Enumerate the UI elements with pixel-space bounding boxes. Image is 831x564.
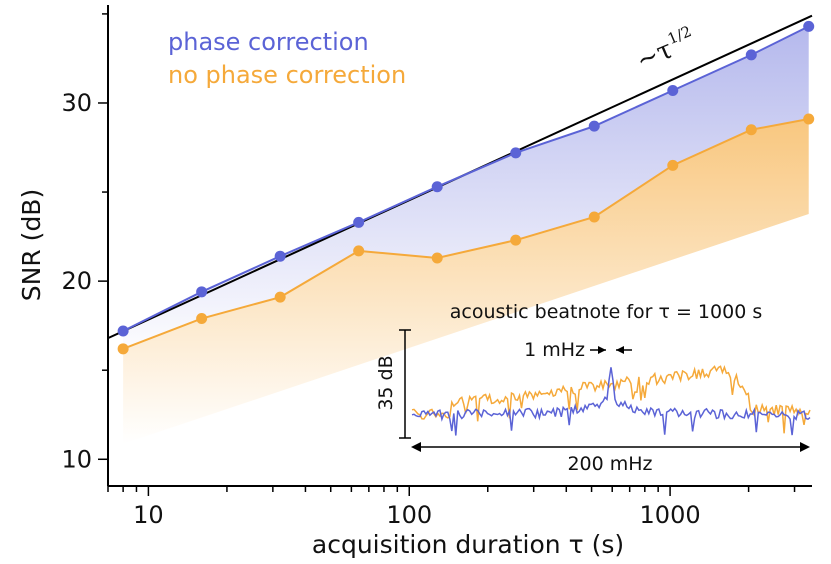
data-markers [117,20,815,355]
no-phase-correction-area [123,119,809,444]
inset-x-span-arrow-right [800,442,810,452]
inset-y-span-label: 35 dB [375,355,397,410]
beatnote-inset: acoustic beatnote for τ = 1000 s 35 dB 1… [375,301,811,475]
x-axis-label: acquisition duration τ (s) [312,530,624,559]
phase-correction-point [588,120,600,132]
phase-correction-point [117,325,129,337]
no-phase-correction-point [353,245,365,257]
no-phase-correction-point [274,291,286,303]
phase-correction-point [803,20,815,32]
phase-correction-point [510,147,522,159]
phase-correction-point [353,216,365,228]
phase-correction-point [196,286,208,298]
inset-x-span-label: 200 mHz [567,453,652,475]
legend-phase-correction: phase correction [168,28,369,56]
phase-correction-point [745,49,757,61]
x-tick-label: 1000 [640,501,701,529]
sqrt-tau-annotation: ~τ 1/2 [632,22,694,76]
legend-no-phase-correction: no phase correction [168,61,406,89]
no-phase-correction-point [510,234,522,246]
phase-correction-line [122,25,810,332]
linewidth-arrowhead-left [598,346,606,354]
phase-correction-point [431,181,443,193]
no-phase-correction-point [667,159,679,171]
inset-spectrum-no-phase-correction [411,364,811,434]
no-phase-correction-point [745,124,757,136]
phase-correction-point [667,85,679,97]
y-tick-label: 10 [61,445,92,473]
no-phase-correction-point [588,211,600,223]
phase-correction-point [274,250,286,262]
no-phase-correction-point [803,113,815,125]
axis-tick-labels: 10 100 1000 10 20 30 [61,89,700,529]
inset-spectrum-phase-correction [411,367,811,436]
y-axis-label: SNR (dB) [17,189,46,301]
axis-ticks [98,13,796,496]
no-phase-correction-point [117,343,129,355]
sqrt-tau-exponent: 1/2 [665,22,694,48]
y-tick-label: 20 [61,267,92,295]
no-phase-correction-point [431,252,443,264]
no-phase-correction-point [196,313,208,325]
linewidth-arrowhead-right [616,346,624,354]
x-tick-label: 100 [386,501,432,529]
no-phase-correction-line [122,118,809,350]
linewidth-label: 1 mHz [524,339,585,361]
y-tick-label: 30 [61,89,92,117]
inset-x-span-arrow-left [411,442,421,452]
x-tick-label: 10 [133,501,164,529]
inset-title: acoustic beatnote for τ = 1000 s [450,301,762,323]
